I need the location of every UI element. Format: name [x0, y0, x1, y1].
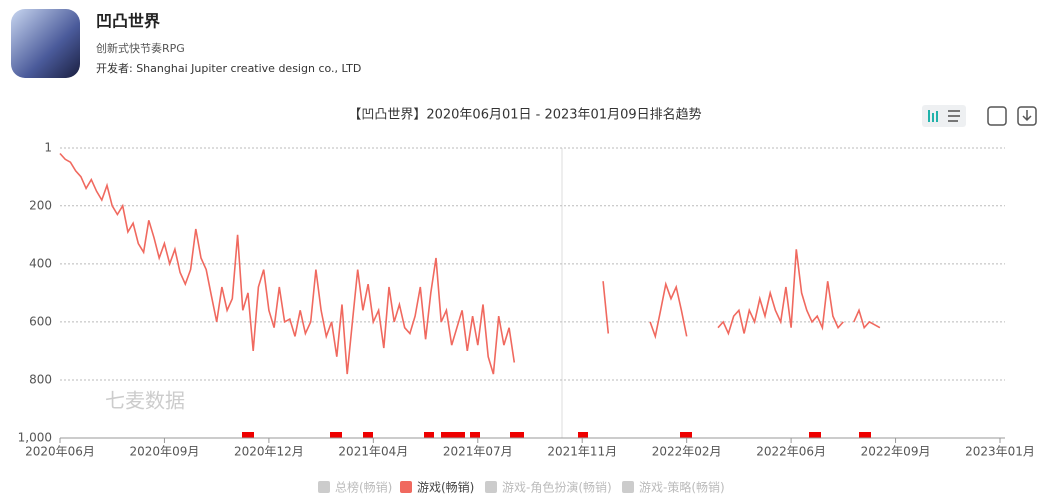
- legend-label[interactable]: 游戏(畅销): [417, 481, 474, 495]
- x-tick-label: 2022年09月: [861, 445, 931, 459]
- x-tick-label: 2020年12月: [234, 445, 304, 459]
- series-line: [59, 152, 881, 375]
- app-subtitle: 创新式快节奏RPG: [96, 41, 185, 55]
- legend-label[interactable]: 游戏-角色扮演(畅销): [502, 480, 612, 495]
- x-tick-label: 2020年09月: [130, 445, 200, 459]
- app-developer: 开发者: Shanghai Jupiter creative design co…: [96, 61, 361, 75]
- download-arrow: [1022, 110, 1032, 122]
- x-tick-label: 2021年11月: [547, 445, 617, 459]
- event-flags: [242, 432, 871, 438]
- legend-label[interactable]: 游戏-策略(畅销): [639, 480, 725, 495]
- chart-title: 【凹凸世界】2020年06月01日 - 2023年01月09日排名趋势: [348, 107, 701, 123]
- watermark: 七麦数据: [105, 389, 185, 413]
- legend-swatch: [318, 481, 330, 493]
- y-tick-label: 800: [29, 372, 52, 386]
- app-name: 凹凸世界: [96, 12, 160, 31]
- app-icon: [11, 9, 80, 78]
- legend-label[interactable]: 总榜(畅销): [335, 480, 392, 495]
- image-export[interactable]: [987, 106, 1007, 126]
- y-tick-label: 400: [29, 256, 52, 270]
- legend-swatch: [485, 481, 497, 493]
- y-tick-label: 1,000: [18, 431, 52, 445]
- list-icon[interactable]: [948, 110, 960, 122]
- x-tick-label: 2022年02月: [652, 445, 722, 459]
- x-tick-label: 2023年01月: [965, 445, 1035, 459]
- y-tick-label: 200: [29, 198, 52, 212]
- y-tick-label: 1: [44, 141, 52, 155]
- x-tick-label: 2020年06月: [25, 445, 95, 459]
- download[interactable]: [1017, 106, 1037, 126]
- x-tick-label: 2021年07月: [443, 445, 513, 459]
- legend-swatch: [622, 481, 634, 493]
- legend-swatch: [400, 481, 412, 493]
- x-tick-label: 2021年04月: [338, 445, 408, 459]
- bar-icon[interactable]: [928, 110, 938, 122]
- x-tick-label: 2022年06月: [756, 445, 826, 459]
- y-tick-label: 600: [29, 314, 52, 328]
